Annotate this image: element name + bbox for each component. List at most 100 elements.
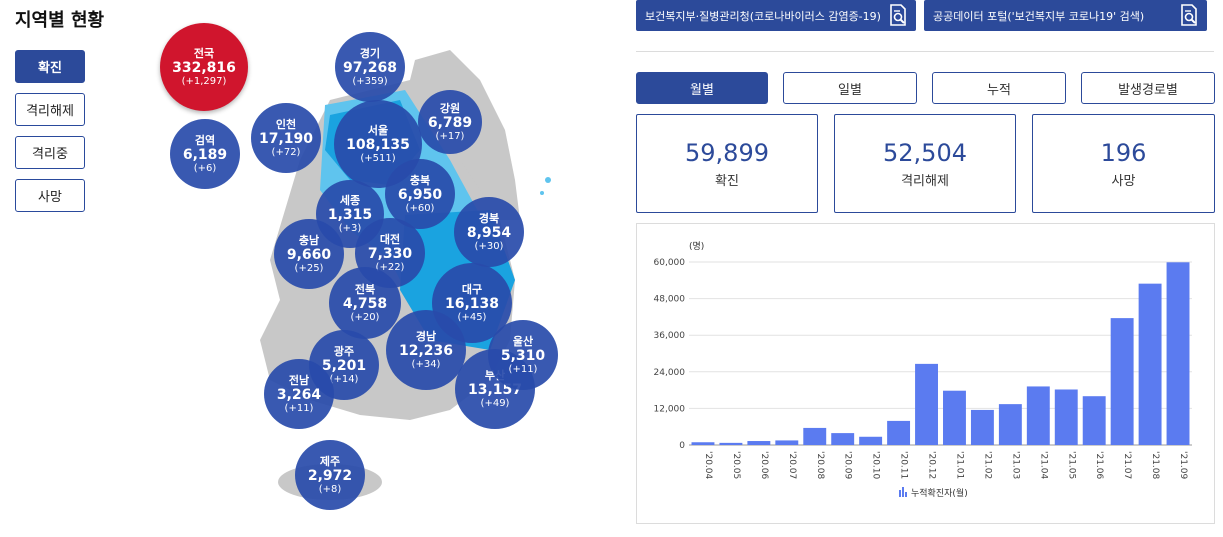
- y-tick-label: 48,000: [654, 295, 686, 305]
- chart-legend: 누적확진자(월): [899, 487, 968, 499]
- region-gyeongnam[interactable]: 경남 12,236 (+34): [386, 310, 466, 390]
- region-jeonbuk[interactable]: 전북 4,758 (+20): [329, 267, 401, 339]
- stat-value: 196: [1100, 139, 1147, 167]
- bar-2005[interactable]: [719, 442, 743, 445]
- region-count: 8,954: [466, 224, 512, 241]
- region-name: 충북: [409, 173, 431, 187]
- x-tick-label: '20.06: [759, 451, 769, 480]
- x-tick-label: '21.02: [982, 451, 992, 479]
- x-tick-label: '20.09: [843, 451, 853, 480]
- stat-card-confirmed: 59,899 확진: [636, 114, 818, 213]
- bar-2104[interactable]: [1026, 386, 1050, 445]
- x-tick-label: '20.07: [787, 451, 797, 479]
- region-delta: (+8): [318, 483, 342, 495]
- tab-cumulative[interactable]: 누적: [932, 72, 1066, 104]
- region-ulsan[interactable]: 울산 5,310 (+11): [488, 320, 558, 390]
- region-delta: (+22): [375, 261, 405, 273]
- region-gangwon[interactable]: 강원 6,789 (+17): [418, 90, 482, 154]
- region-name: 전남: [288, 373, 310, 387]
- mohw-kdca-link-button[interactable]: 보건복지부·질병관리청(코로나바이러스 감염증-19): [636, 0, 916, 31]
- region-count: 9,660: [286, 246, 332, 263]
- bar-2004[interactable]: [691, 442, 715, 445]
- public-data-portal-link-button[interactable]: 공공데이터 포털('보건복지부 코로나19' 검색): [924, 0, 1207, 31]
- region-count: 2,972: [307, 467, 353, 484]
- region-count: 16,138: [444, 295, 500, 312]
- legend-label: 누적확진자(월): [911, 487, 968, 499]
- region-delta: (+45): [457, 311, 487, 323]
- region-name: 울산: [512, 334, 534, 348]
- region-count: 5,201: [321, 357, 367, 374]
- region-name: 강원: [439, 101, 461, 115]
- divider: [636, 51, 1214, 52]
- region-count: 12,236: [398, 342, 454, 359]
- bar-2102[interactable]: [970, 409, 994, 445]
- x-tick-label: '21.05: [1066, 451, 1076, 479]
- region-name: 전국: [193, 46, 215, 60]
- region-quarantine[interactable]: 검역 6,189 (+6): [170, 119, 240, 189]
- region-jeonnam[interactable]: 전남 3,264 (+11): [264, 359, 334, 429]
- region-name: 인천: [275, 117, 297, 131]
- region-delta: (+511): [360, 152, 396, 164]
- bar-2012[interactable]: [915, 363, 938, 445]
- bar-2108[interactable]: [1138, 283, 1162, 445]
- region-name: 검역: [194, 133, 216, 147]
- region-name: 경북: [478, 211, 500, 225]
- region-delta: (+3): [338, 222, 362, 234]
- region-count: 6,189: [182, 146, 228, 163]
- filter-isolated-button[interactable]: 격리중: [15, 136, 85, 169]
- legend-swatch-icon: [899, 490, 901, 497]
- region-chungnam[interactable]: 충남 9,660 (+25): [274, 219, 344, 289]
- region-count: 17,190: [258, 130, 314, 147]
- region-name: 대전: [379, 232, 401, 246]
- region-chungbuk[interactable]: 충북 6,950 (+60): [385, 159, 455, 229]
- region-gyeongbuk[interactable]: 경북 8,954 (+30): [454, 197, 524, 267]
- region-delta: (+1,297): [181, 75, 227, 87]
- bar-2106[interactable]: [1082, 396, 1106, 445]
- region-incheon[interactable]: 인천 17,190 (+72): [251, 103, 321, 173]
- bar-2107[interactable]: [1110, 318, 1134, 445]
- monthly-bar-chart: (명) 0 12,000 24,000 36,000 48,000 60,000 '20.…: [654, 241, 1192, 499]
- tab-monthly[interactable]: 월별: [636, 72, 768, 104]
- x-tick-label: '21.01: [954, 451, 964, 479]
- tab-daily[interactable]: 일별: [783, 72, 917, 104]
- region-count: 6,789: [427, 114, 473, 131]
- link-label: 공공데이터 포털('보건복지부 코로나19' 검색): [933, 9, 1145, 23]
- filter-confirmed-button[interactable]: 확진: [15, 50, 85, 83]
- region-national[interactable]: 전국 332,816 (+1,297): [160, 23, 248, 111]
- tab-infection-route[interactable]: 발생경로별: [1081, 72, 1215, 104]
- stat-label: 사망: [1111, 174, 1136, 189]
- stat-value: 52,504: [883, 139, 967, 167]
- bar-2103[interactable]: [998, 404, 1022, 445]
- bar-2011[interactable]: [887, 420, 911, 445]
- region-count: 108,135: [346, 136, 410, 153]
- bar-2010[interactable]: [859, 436, 883, 445]
- region-name: 전북: [354, 282, 376, 296]
- x-tick-label: '21.03: [1010, 451, 1020, 479]
- region-name: 세종: [339, 193, 361, 207]
- x-tick-label: '20.11: [899, 451, 909, 479]
- region-jeju[interactable]: 제주 2,972 (+8): [295, 440, 365, 510]
- region-count: 1,315: [327, 206, 373, 223]
- region-count: 6,950: [397, 186, 443, 203]
- bar-2006[interactable]: [747, 441, 771, 445]
- bar-2008[interactable]: [803, 427, 827, 445]
- filter-death-button[interactable]: 사망: [15, 179, 85, 212]
- region-delta: (+6): [193, 162, 217, 174]
- x-tick-label: '20.05: [731, 451, 741, 479]
- region-gyeonggi[interactable]: 경기 97,268 (+359): [335, 32, 405, 102]
- stat-card-released: 52,504 격리해제: [834, 114, 1016, 213]
- bar-2101[interactable]: [943, 390, 966, 445]
- x-tick-label: '21.06: [1094, 451, 1104, 480]
- filter-released-button[interactable]: 격리해제: [15, 93, 85, 126]
- bar-2009[interactable]: [831, 433, 855, 445]
- region-count: 7,330: [367, 245, 413, 262]
- region-delta: (+49): [480, 397, 510, 409]
- region-name: 경남: [415, 329, 437, 343]
- region-name: 대구: [461, 282, 483, 296]
- x-tick-label: '21.07: [1122, 451, 1132, 479]
- bar-2007[interactable]: [775, 440, 799, 445]
- y-tick-label: 60,000: [654, 258, 686, 268]
- bar-2109[interactable]: [1166, 262, 1190, 445]
- document-search-icon: [1181, 4, 1197, 26]
- bar-2105[interactable]: [1054, 389, 1078, 445]
